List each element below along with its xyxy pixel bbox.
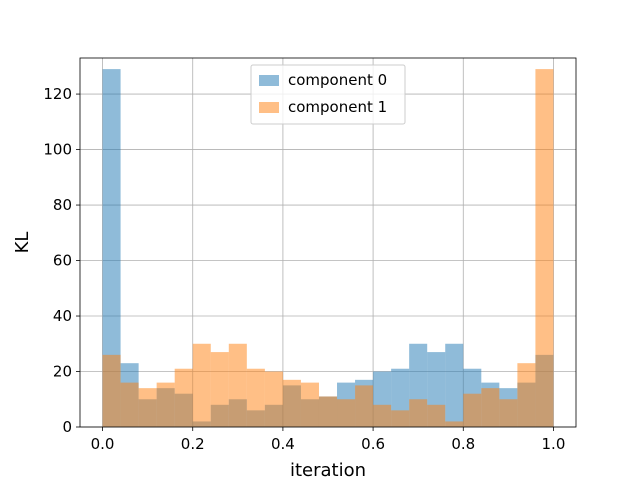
histogram-bar-component-1: [192, 343, 211, 427]
histogram-bar-component-1: [355, 385, 374, 427]
histogram-bar-component-1: [156, 382, 175, 427]
legend: component 0 component 1: [250, 64, 406, 125]
legend-box: [250, 64, 406, 125]
y-tick-label: 80: [53, 196, 72, 214]
histogram-bar-component-1: [445, 421, 464, 427]
histogram-bar-component-1: [535, 69, 554, 427]
y-tick-label: 120: [43, 85, 72, 103]
y-tick-label: 0: [62, 418, 72, 436]
histogram-bar-component-1: [373, 404, 392, 427]
histogram-bar-component-1: [300, 382, 319, 427]
histogram-bar-component-1: [282, 379, 301, 427]
histogram-bars: [102, 69, 554, 427]
plot-frame: [79, 57, 577, 428]
histogram-bar-component-1: [138, 388, 157, 427]
y-tick-label: 40: [53, 307, 72, 325]
legend-swatch-component-1: [259, 102, 279, 113]
legend-label-component-1: component 1: [288, 98, 387, 116]
legend-swatch-component-0: [259, 75, 279, 86]
histogram-bar-component-1: [264, 371, 283, 427]
histogram-bar-component-1: [391, 410, 410, 427]
x-tick-label: 0.4: [271, 435, 295, 453]
histogram-bar-component-1: [517, 363, 536, 427]
x-axis-label: iteration: [290, 460, 366, 480]
histogram-bar-component-0: [445, 343, 464, 427]
x-tick-label: 0.8: [451, 435, 475, 453]
histogram-bar-component-1: [120, 382, 139, 427]
legend-label-component-0: component 0: [288, 71, 387, 89]
histogram-bar-component-1: [463, 393, 482, 427]
histogram-bar-component-1: [228, 343, 247, 427]
x-tick-label: 1.0: [542, 435, 566, 453]
histogram-bar-component-0: [102, 69, 121, 427]
y-tick-label: 20: [53, 363, 72, 381]
histogram-bar-component-1: [481, 388, 500, 427]
histogram-bar-component-1: [210, 352, 229, 427]
histogram-bar-component-1: [337, 399, 356, 427]
histogram-bar-component-1: [246, 368, 265, 427]
histogram-bar-component-1: [499, 399, 518, 427]
x-tick-label: 0.6: [361, 435, 385, 453]
y-axis-label: KL: [12, 232, 33, 254]
histogram-bar-component-1: [102, 354, 121, 427]
axis-ticks: 0.0 0.2 0.4 0.6 0.8 1.0 0 20 40 60 80 100 120: [43, 85, 565, 453]
histogram-bar-component-1: [174, 368, 193, 427]
x-tick-label: 0.0: [91, 435, 115, 453]
histogram-bar-component-1: [409, 399, 428, 427]
x-tick-label: 0.2: [181, 435, 205, 453]
histogram-bar-component-1: [318, 396, 338, 427]
histogram-bar-component-1: [427, 404, 446, 427]
y-tick-label: 100: [43, 141, 72, 159]
y-tick-label: 60: [53, 252, 72, 270]
